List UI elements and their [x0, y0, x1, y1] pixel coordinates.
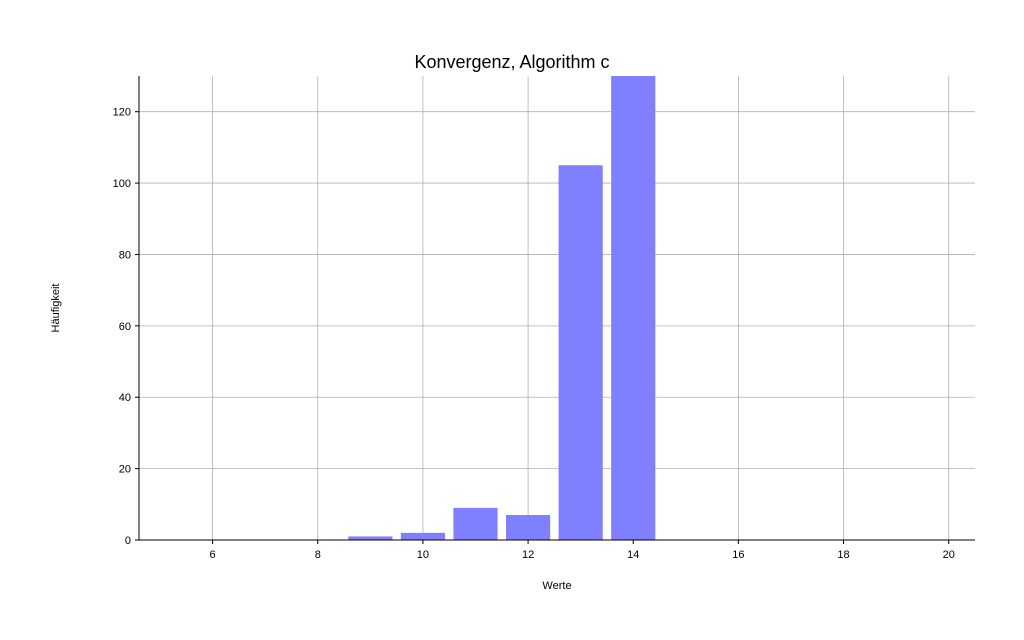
- x-tick-label: 6: [210, 549, 216, 561]
- grid-lines: [139, 76, 975, 540]
- y-tick-label: 120: [113, 107, 131, 119]
- bar-10: [400, 532, 446, 540]
- x-tick-label: 18: [837, 549, 849, 561]
- bar-14: [611, 76, 656, 540]
- y-axis-label: Häufigkeit: [50, 284, 62, 333]
- x-tick-label: 10: [417, 549, 429, 561]
- bars: [348, 76, 656, 540]
- axes: [138, 76, 975, 541]
- x-tick-label: 20: [943, 549, 955, 561]
- bar-9: [348, 536, 393, 540]
- x-tick-label: 8: [315, 549, 321, 561]
- y-tick-label: 100: [113, 178, 131, 190]
- bar-12: [505, 515, 551, 540]
- y-tick-label: 40: [119, 392, 131, 404]
- ticks: 6 8 10 12 14 16 18 20 0 20 40 60 80 100 120: [113, 107, 955, 561]
- x-axis-label: Werte: [542, 580, 571, 592]
- bar-11: [453, 507, 498, 540]
- y-tick-label: 60: [119, 321, 131, 333]
- bar-13: [558, 165, 603, 540]
- x-tick-label: 16: [732, 549, 744, 561]
- chart-title: Konvergenz, Algorithm c: [414, 52, 609, 72]
- y-tick-label: 20: [119, 464, 131, 476]
- x-tick-label: 14: [627, 549, 639, 561]
- y-tick-label: 80: [119, 249, 131, 261]
- y-tick-label: 0: [125, 535, 131, 547]
- x-tick-label: 12: [522, 549, 534, 561]
